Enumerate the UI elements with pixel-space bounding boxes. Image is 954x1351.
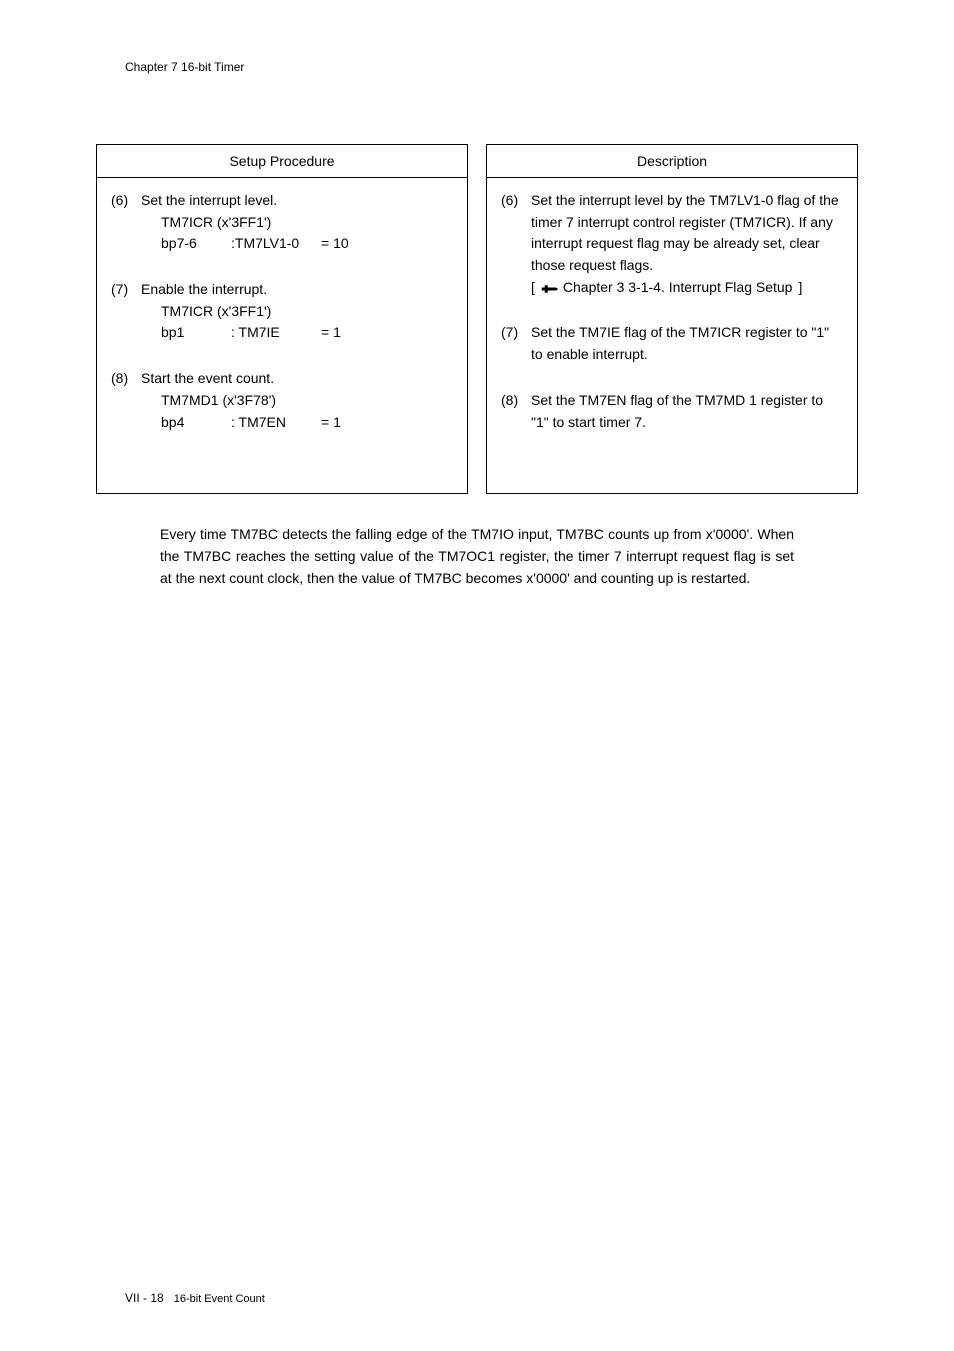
step-number: (7)	[501, 322, 531, 365]
step-number: (6)	[501, 190, 531, 298]
register-bit-line: bp4 : TM7EN = 1	[141, 412, 453, 434]
bit-position: bp7-6	[161, 233, 231, 255]
bracket-open: [	[531, 277, 535, 299]
register-name: TM7MD1 (x'3F78')	[141, 390, 453, 412]
explanation-paragraph: Every time TM7BC detects the falling edg…	[160, 524, 794, 589]
step-number: (7)	[111, 279, 141, 344]
setup-step: (8) Start the event count. TM7MD1 (x'3F7…	[111, 368, 453, 433]
page-footer: VII - 18 16-bit Event Count	[125, 1291, 265, 1305]
bracket-close: ]	[798, 277, 802, 299]
chapter-header: Chapter 7 16-bit Timer	[125, 60, 854, 74]
bit-value: = 1	[321, 412, 341, 434]
step-number: (8)	[111, 368, 141, 433]
register-bit-line: bp7-6 :TM7LV1-0 = 10	[141, 233, 453, 255]
bit-value: = 10	[321, 233, 349, 255]
description-text: Set the TM7EN flag of the TM7MD 1 regist…	[531, 390, 843, 433]
description-step: (8) Set the TM7EN flag of the TM7MD 1 re…	[501, 390, 843, 433]
description-step: (6) Set the interrupt level by the TM7LV…	[501, 190, 843, 298]
footer-roman: VII -	[125, 1291, 147, 1305]
setup-procedure-column: Setup Procedure (6) Set the interrupt le…	[96, 144, 468, 494]
right-column-header: Description	[487, 145, 857, 178]
step-number: (8)	[501, 390, 531, 433]
description-step: (7) Set the TM7IE flag of the TM7ICR reg…	[501, 322, 843, 365]
footer-page-number: 18	[150, 1291, 163, 1305]
reference-text: Chapter 3 3-1-4. Interrupt Flag Setup	[563, 277, 793, 299]
step-number: (6)	[111, 190, 141, 255]
description-text: Set the TM7IE flag of the TM7ICR registe…	[531, 322, 843, 365]
bit-position: bp4	[161, 412, 231, 434]
description-column: Description (6) Set the interrupt level …	[486, 144, 858, 494]
left-column-header: Setup Procedure	[97, 145, 467, 178]
register-name: TM7ICR (x'3FF1')	[141, 301, 453, 323]
hand-point-right-icon	[541, 280, 557, 296]
bit-position: bp1	[161, 322, 231, 344]
step-title: Enable the interrupt.	[141, 279, 453, 301]
footer-title: 16-bit Event Count	[174, 1293, 265, 1305]
bit-name: : TM7IE	[231, 322, 321, 344]
step-title: Start the event count.	[141, 368, 453, 390]
step-title: Set the interrupt level.	[141, 190, 453, 212]
register-name: TM7ICR (x'3FF1')	[141, 212, 453, 234]
bit-value: = 1	[321, 322, 341, 344]
reference-line: [ Chapter 3 3-1-4. Interrupt Flag Setup …	[531, 277, 843, 299]
register-bit-line: bp1 : TM7IE = 1	[141, 322, 453, 344]
bit-name: : TM7EN	[231, 412, 321, 434]
bit-name: :TM7LV1-0	[231, 233, 321, 255]
setup-step: (6) Set the interrupt level. TM7ICR (x'3…	[111, 190, 453, 255]
procedure-description-table: Setup Procedure (6) Set the interrupt le…	[96, 144, 858, 494]
setup-step: (7) Enable the interrupt. TM7ICR (x'3FF1…	[111, 279, 453, 344]
description-text: Set the interrupt level by the TM7LV1-0 …	[531, 190, 843, 277]
